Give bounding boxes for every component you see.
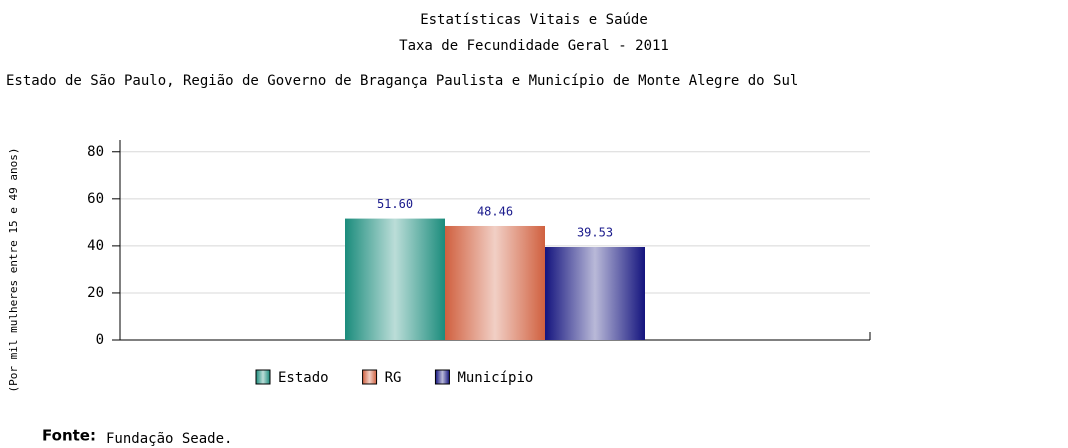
bar [545, 246, 645, 340]
chart-title: Taxa de Fecundidade Geral - 2011 [399, 38, 669, 54]
source-label: Fonte: [42, 427, 96, 445]
chart-subtitle: Estado de São Paulo, Região de Governo d… [6, 73, 798, 89]
legend-label: RG [385, 370, 402, 386]
y-tick-label: 0 [96, 332, 104, 348]
y-tick-label: 60 [87, 191, 104, 207]
data-label: 39.53 [577, 225, 613, 239]
data-label: 48.46 [477, 204, 513, 218]
y-tick-label: 80 [87, 144, 104, 160]
bar [445, 225, 545, 340]
bar [345, 218, 445, 340]
chart-title: Estatísticas Vitais e Saúde [420, 12, 648, 28]
legend-swatch [434, 369, 450, 385]
legend-label: Estado [278, 370, 329, 386]
data-label: 51.60 [377, 197, 413, 211]
y-axis-label: (Por mil mulheres entre 15 e 49 anos) [7, 147, 20, 392]
legend-swatch [255, 369, 271, 385]
legend-label: Município [457, 370, 533, 386]
y-tick-label: 20 [87, 285, 104, 301]
source: Fundação Seade. [106, 431, 232, 447]
legend-swatch [362, 369, 378, 385]
y-tick-label: 40 [87, 238, 104, 254]
